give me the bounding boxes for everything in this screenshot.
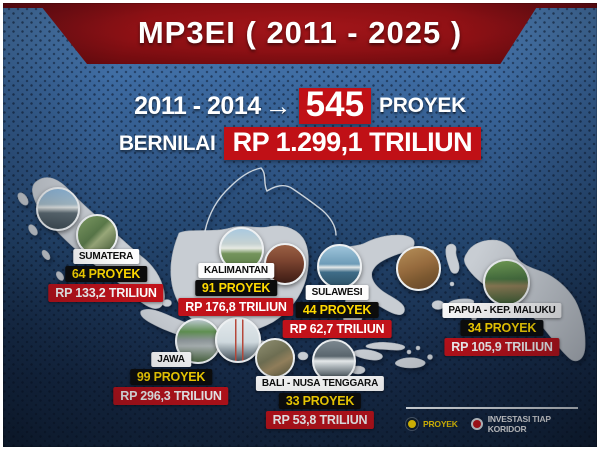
forest-river-photo: [483, 259, 530, 306]
page-title: MP3EI ( 2011 - 2025 ): [137, 15, 463, 50]
projects-label: PROYEK: [379, 94, 466, 117]
region-name: PAPUA - KEP. MALUKU: [442, 303, 562, 318]
period-text: 2011 - 2014: [134, 91, 261, 120]
region-projects: 64 PROYEK: [64, 266, 148, 282]
proyek-dot-icon: [406, 418, 418, 430]
region-investment: RP 53,8 TRILIUN: [265, 411, 375, 429]
region-name: BALI - NUSA TENGGARA: [255, 376, 385, 391]
island-bali: [297, 351, 309, 361]
islet: [406, 349, 412, 355]
legend-item-proyek: PROYEK: [406, 418, 458, 430]
islet: [415, 345, 421, 351]
mining-site-photo: [396, 246, 441, 291]
legend-label: INVESTASI TIAP KORIDOR: [487, 414, 551, 434]
total-investment-value: RP 1.299,1 TRILIUN: [223, 127, 482, 160]
summary-line-1: 2011 - 2014 → 545 PROYEK: [134, 87, 466, 124]
island-halmahera: [445, 243, 460, 274]
region-investment: RP 296,3 TRILIUN: [113, 387, 229, 405]
islet: [449, 281, 455, 287]
total-projects-value: 545: [298, 87, 372, 124]
region-name: SUMATERA: [72, 249, 140, 264]
legend-label: PROYEK: [423, 419, 458, 429]
factory-port-photo: [36, 187, 80, 231]
legend-item-investasi: INVESTASI TIAP KORIDOR: [470, 414, 581, 434]
summary-block: 2011 - 2014 → 545 PROYEK BERNILAI RP 1.2…: [0, 87, 600, 160]
value-prefix: BERNILAI: [118, 131, 216, 155]
region-projects: 99 PROYEK: [129, 369, 213, 385]
region-sumatera: SUMATERA 64 PROYEK RP 133,2 TRILIUN: [48, 249, 164, 302]
borneo-north-outline: [204, 167, 337, 236]
region-investment: RP 105,9 TRILIUN: [444, 338, 560, 356]
island-sumbawa: [353, 349, 383, 361]
region-kalimantan: KALIMANTAN 91 PROYEK RP 176,8 TRILIUN: [178, 263, 294, 316]
arrow-icon: →: [264, 90, 292, 121]
region-sulawesi: SULAWESI 44 PROYEK RP 62,7 TRILIUN: [282, 285, 392, 338]
region-name: SULAWESI: [305, 285, 369, 300]
region-investment: RP 62,7 TRILIUN: [282, 320, 392, 338]
harbor-ships-photo: [317, 244, 362, 289]
island-belitung: [162, 299, 172, 307]
island-timor: [395, 357, 426, 369]
aerial-bridge-photo: [255, 338, 295, 378]
region-jawa: JAWA 99 PROYEK RP 296,3 TRILIUN: [113, 352, 229, 405]
region-name: KALIMANTAN: [198, 263, 274, 278]
islet: [28, 224, 38, 236]
region-investment: RP 176,8 TRILIUN: [178, 298, 294, 316]
legend: PROYEK INVESTASI TIAP KORIDOR: [406, 414, 581, 434]
region-investment: RP 133,2 TRILIUN: [48, 284, 164, 302]
region-projects: 91 PROYEK: [194, 280, 278, 296]
legend-divider: [406, 407, 578, 409]
region-papua-maluku: PAPUA - KEP. MALUKU 34 PROYEK RP 105,9 T…: [442, 303, 562, 356]
region-projects: 33 PROYEK: [278, 393, 362, 409]
region-bali-nusa-tenggara: BALI - NUSA TENGGARA 33 PROYEK RP 53,8 T…: [255, 376, 385, 429]
region-name: JAWA: [151, 352, 191, 367]
investasi-dot-icon: [470, 418, 483, 430]
region-projects: 44 PROYEK: [295, 302, 379, 318]
islet: [17, 192, 29, 206]
summary-line-2: BERNILAI RP 1.299,1 TRILIUN: [118, 127, 482, 160]
islet: [427, 354, 433, 360]
region-projects: 34 PROYEK: [460, 320, 544, 336]
island-flores: [365, 342, 405, 351]
